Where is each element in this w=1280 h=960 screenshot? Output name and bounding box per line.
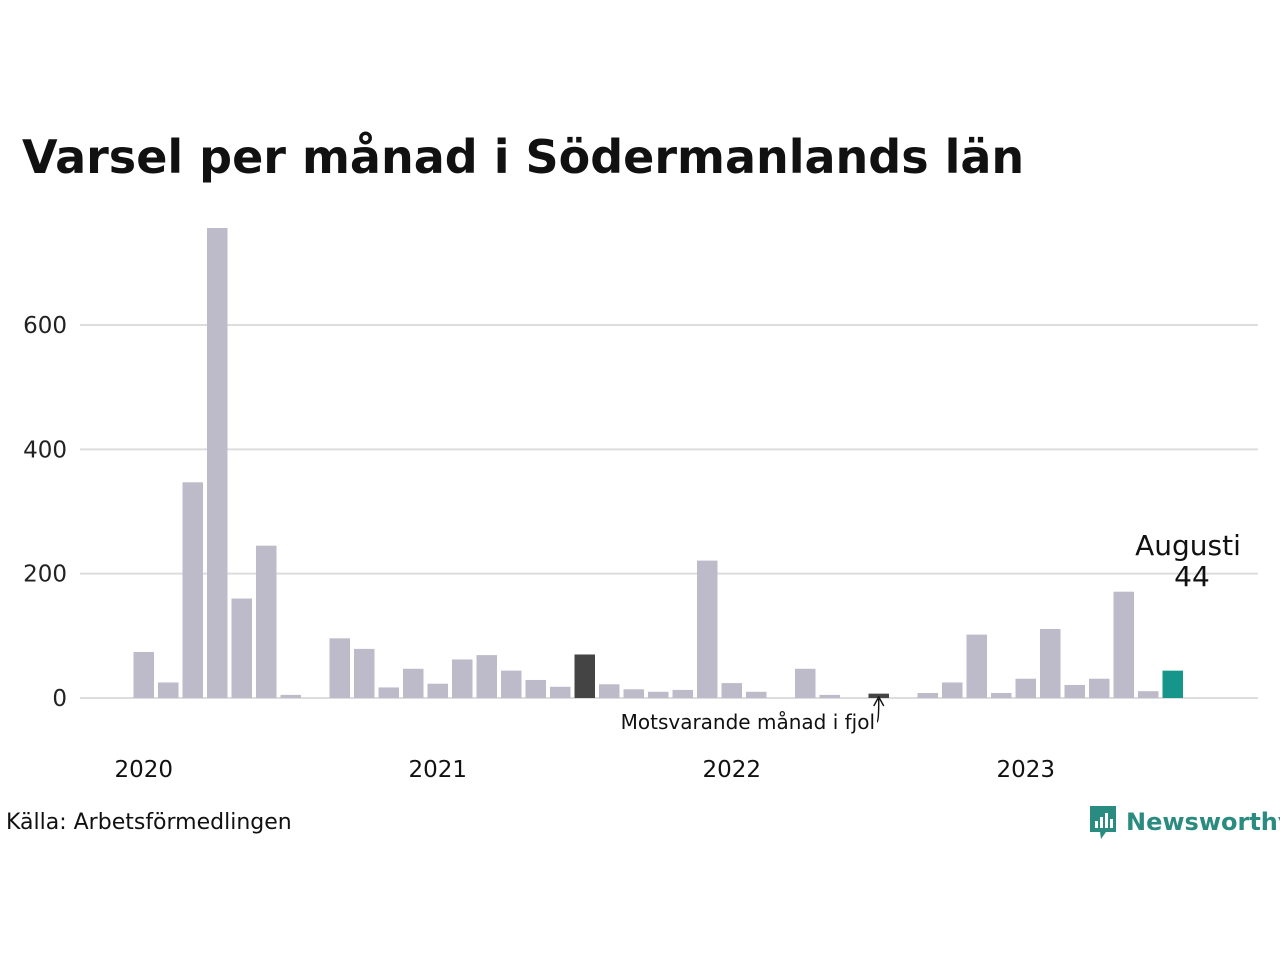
x-year-label: 2020 (114, 757, 173, 783)
bar (525, 679, 546, 698)
bar (501, 670, 522, 698)
bar (329, 638, 350, 698)
highlight-month-label: Augusti (1135, 529, 1241, 562)
bar (697, 560, 718, 698)
bar (1015, 678, 1036, 698)
bar (795, 668, 816, 698)
bar (1089, 678, 1110, 698)
bar (574, 654, 595, 698)
y-tick-label: 400 (23, 437, 67, 463)
bar (476, 655, 497, 698)
y-tick-label: 0 (52, 686, 67, 712)
bar (746, 691, 767, 698)
bar (280, 694, 301, 698)
bar (452, 659, 473, 698)
bar (599, 684, 620, 698)
bar (1162, 670, 1183, 698)
previous-year-annotation: Motsvarande månad i fjol (621, 710, 875, 734)
bar (721, 683, 742, 698)
brand-name: Newsworthy (1126, 808, 1280, 836)
source-note: Källa: Arbetsförmedlingen (6, 810, 292, 835)
bar (917, 693, 938, 698)
bar (231, 598, 252, 698)
x-year-label: 2023 (996, 757, 1055, 783)
annotation-arrow (876, 698, 880, 723)
bar (550, 686, 571, 698)
bar (207, 228, 228, 698)
bar (427, 683, 448, 698)
bar (256, 545, 277, 698)
bar (942, 682, 963, 698)
newsworthy-logo-icon (1090, 806, 1116, 839)
bar (648, 691, 669, 698)
annotation-arrowhead (873, 695, 885, 707)
y-axis-ticks: 0 200 400 600 (23, 313, 67, 712)
y-tick-label: 600 (23, 313, 67, 339)
bars (133, 228, 1183, 698)
x-axis-years: 2020 2021 2022 2023 (114, 757, 1055, 783)
bar (966, 634, 987, 698)
bar (1138, 691, 1159, 698)
x-year-label: 2022 (702, 757, 761, 783)
brand-logo: Newsworthy (1088, 804, 1280, 840)
y-tick-label: 200 (23, 562, 67, 588)
bar (991, 693, 1012, 698)
bar (403, 668, 424, 698)
bar (819, 694, 840, 698)
bar (378, 687, 399, 698)
bar (133, 651, 154, 698)
bar (672, 689, 693, 698)
chart-title: Varsel per månad i Södermanlands län (22, 130, 1025, 184)
bar (1040, 628, 1061, 698)
bar (1113, 591, 1134, 698)
bar (158, 682, 179, 698)
bar (182, 482, 203, 698)
x-year-label: 2021 (408, 757, 467, 783)
bar (1064, 684, 1085, 698)
highlight-value-label: 44 (1174, 560, 1210, 593)
bar (354, 648, 375, 698)
bar (623, 689, 644, 698)
